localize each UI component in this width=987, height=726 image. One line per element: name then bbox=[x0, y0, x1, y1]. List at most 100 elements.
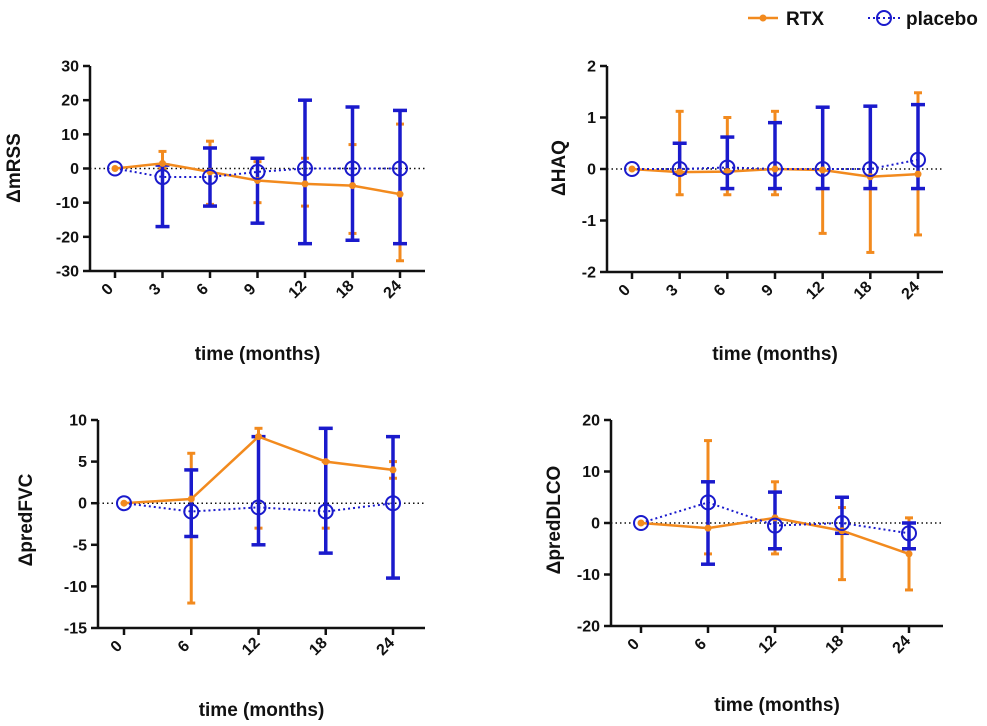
y-tick-label: -10 bbox=[64, 579, 87, 596]
rtx-data-point bbox=[905, 550, 913, 558]
y-axis-title: ΔHAQ bbox=[549, 140, 570, 196]
placebo-data-point bbox=[624, 161, 640, 177]
y-tick-label: 0 bbox=[591, 516, 600, 533]
placebo-data-point bbox=[901, 525, 917, 542]
y-tick-label: -2 bbox=[582, 265, 596, 282]
y-tick-label: 20 bbox=[582, 413, 600, 430]
rtx-data-point bbox=[120, 499, 128, 507]
x-tick-label: 24 bbox=[381, 277, 406, 302]
y-tick-label: 10 bbox=[61, 127, 79, 144]
x-tick-label: 3 bbox=[146, 281, 164, 299]
legend-rtx-label: RTX bbox=[786, 9, 824, 30]
legend: RTX placebo bbox=[748, 9, 978, 30]
rtx-data-point bbox=[111, 165, 119, 172]
placebo-data-point bbox=[700, 494, 716, 511]
y-tick-label: 1 bbox=[587, 110, 596, 127]
x-tick-label: 0 bbox=[99, 281, 117, 299]
x-tick-label: 18 bbox=[333, 277, 358, 302]
x-axis-title: time (months) bbox=[195, 344, 321, 365]
y-axis-title: ΔmRSS bbox=[4, 133, 25, 203]
rtx-data-point bbox=[187, 495, 195, 503]
placebo-data-point bbox=[250, 499, 267, 516]
y-tick-label: -1 bbox=[582, 213, 596, 230]
legend-placebo-label: placebo bbox=[906, 9, 978, 30]
y-tick-label: 10 bbox=[582, 464, 600, 481]
placebo-data-point bbox=[116, 495, 132, 512]
rtx-data-point bbox=[301, 180, 309, 188]
y-tick-label: -20 bbox=[56, 229, 79, 246]
x-tick-label: 24 bbox=[890, 632, 915, 657]
y-tick-label: 20 bbox=[61, 93, 79, 110]
panel-predfvc: 10 5 0 -5 -10 -15 0 6 12 18 24 ΔpredFVC time (months… bbox=[16, 413, 425, 721]
placebo-data-point bbox=[297, 160, 313, 177]
placebo-data-point bbox=[385, 495, 401, 512]
placebo-data-point bbox=[767, 161, 783, 177]
rtx-data-point bbox=[322, 458, 330, 466]
y-tick-label: 0 bbox=[587, 162, 596, 179]
placebo-data-point bbox=[910, 151, 926, 168]
rtx-data-point bbox=[255, 433, 262, 441]
y-tick-label: -5 bbox=[73, 537, 87, 554]
legend-item-rtx: RTX bbox=[748, 9, 824, 30]
placebo-data-point bbox=[154, 169, 171, 186]
placebo-data-point bbox=[202, 169, 218, 186]
rtx-data-point bbox=[637, 519, 645, 527]
placebo-data-point bbox=[719, 159, 736, 176]
rtx-data-point bbox=[396, 190, 404, 198]
y-tick-label: 5 bbox=[78, 454, 87, 471]
x-tick-label: 3 bbox=[663, 282, 681, 300]
legend-rtx-marker bbox=[759, 14, 767, 22]
rtx-data-point bbox=[819, 166, 827, 174]
placebo-data-point bbox=[317, 503, 334, 520]
placebo-data-point bbox=[107, 160, 123, 177]
x-tick-label: 12 bbox=[286, 277, 311, 302]
y-tick-label: -15 bbox=[64, 621, 87, 638]
placebo-data-point bbox=[671, 161, 688, 177]
y-tick-label: 10 bbox=[69, 413, 87, 430]
legend-placebo-marker bbox=[876, 10, 892, 26]
x-tick-label: 6 bbox=[692, 636, 710, 654]
rtx-data-point bbox=[704, 524, 712, 532]
rtx-data-point bbox=[676, 168, 684, 176]
x-tick-label: 6 bbox=[711, 282, 729, 300]
x-tick-label: 9 bbox=[759, 282, 777, 300]
panel-preddlco: 20 10 0 -10 -20 0 6 12 18 24 ΔpredDLCO time (months… bbox=[544, 413, 943, 716]
placebo-data-point bbox=[249, 163, 266, 180]
x-tick-label: 9 bbox=[241, 281, 259, 299]
rtx-data-point bbox=[771, 165, 779, 173]
x-tick-label: 18 bbox=[851, 278, 876, 303]
y-tick-label: -20 bbox=[577, 619, 600, 636]
panel-haq: 2 1 0 -1 -2 0 3 6 9 12 18 24 ΔHAQ time (months) bbox=[549, 59, 943, 365]
rtx-data-point bbox=[914, 170, 922, 178]
x-tick-label: 12 bbox=[239, 634, 264, 659]
x-axis-title: time (months) bbox=[199, 700, 325, 721]
placebo-data-point bbox=[814, 161, 831, 177]
y-tick-label: -10 bbox=[56, 195, 79, 212]
y-tick-label: 2 bbox=[587, 59, 596, 76]
placebo-data-point bbox=[834, 515, 850, 531]
placebo-data-point bbox=[183, 503, 200, 520]
y-tick-label: -10 bbox=[577, 567, 600, 584]
placebo-series-line bbox=[640, 501, 910, 535]
x-tick-label: 18 bbox=[823, 632, 848, 657]
y-axis-title: ΔpredFVC bbox=[16, 473, 37, 566]
x-tick-label: 6 bbox=[175, 638, 193, 656]
x-tick-label: 0 bbox=[616, 282, 634, 300]
y-axis-title: ΔpredDLCO bbox=[544, 466, 565, 575]
x-tick-label: 12 bbox=[756, 632, 781, 657]
x-tick-label: 24 bbox=[374, 634, 399, 659]
x-tick-label: 0 bbox=[625, 636, 643, 654]
x-tick-label: 0 bbox=[108, 638, 126, 656]
rtx-data-point bbox=[628, 165, 636, 173]
placebo-data-point bbox=[344, 160, 361, 177]
y-tick-label: 0 bbox=[70, 161, 79, 178]
x-tick-label: 24 bbox=[899, 278, 924, 303]
x-axis-title: time (months) bbox=[714, 695, 840, 716]
x-axis-title: time (months) bbox=[712, 344, 838, 365]
placebo-data-point bbox=[767, 517, 783, 534]
rtx-data-point bbox=[349, 182, 356, 190]
x-tick-label: 6 bbox=[194, 281, 212, 299]
x-tick-label: 12 bbox=[803, 278, 828, 303]
panel-mrss: 30 20 10 0 -10 -20 -30 0 3 6 9 12 18 24 ΔmRSS time (mon… bbox=[4, 59, 425, 365]
